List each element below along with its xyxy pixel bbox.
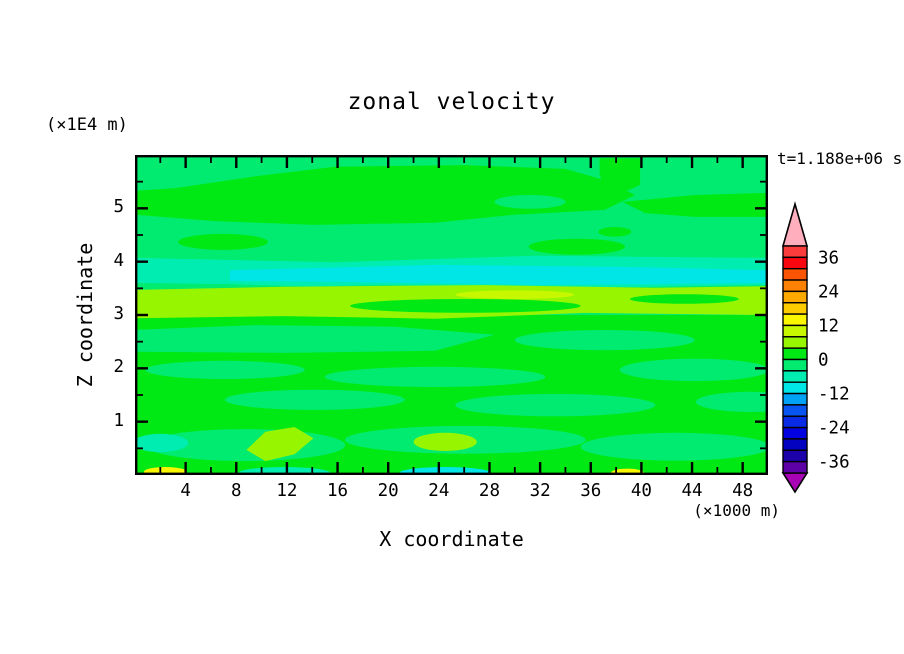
contour-region (528, 238, 625, 255)
colorbar-segment (782, 347, 808, 361)
colorbar-segment (782, 404, 808, 417)
colorbar-tick-label: -12 (818, 385, 850, 405)
contour-region (350, 299, 581, 313)
z-tick-label: 5 (113, 197, 124, 218)
colorbar-tick-label: 24 (818, 282, 839, 302)
contour-region (135, 165, 636, 225)
colorbar-segment (782, 370, 808, 383)
colorbar: 36 24 12 0 -12 -24 -36 (781, 201, 850, 494)
colorbar-segment (782, 460, 808, 474)
colorbar-tick-label: 0 (818, 351, 829, 371)
contour-region (599, 158, 641, 192)
colorbar-segment (782, 449, 808, 463)
colorbar-segment (782, 279, 808, 293)
x-axis-unit-label: (×1000 m) (693, 501, 780, 520)
x-tick-label: 12 (276, 481, 298, 501)
colorbar-segment (782, 415, 808, 429)
colorbar-segment (782, 392, 808, 406)
contour-region (246, 427, 314, 462)
x-tick-label: 40 (630, 481, 652, 501)
x-tick-label: 8 (230, 481, 242, 501)
contour-region (598, 227, 632, 237)
plot-frame (135, 155, 768, 475)
colorbar-segment (782, 267, 808, 281)
z-tick-label: 1 (113, 410, 124, 431)
contour-region (145, 360, 305, 379)
contour-region (455, 290, 575, 299)
contour-region (695, 391, 768, 412)
x-tick-label: 36 (580, 481, 602, 501)
colorbar-segment (782, 313, 808, 327)
contour-region (514, 330, 695, 351)
contour-region (622, 192, 768, 217)
colorbar-segment (782, 290, 808, 304)
time-annotation: t=1.188e+06 s (777, 149, 903, 168)
x-tick-label: 32 (529, 481, 551, 501)
contour-region (324, 366, 546, 387)
x-axis-label: X coordinate (379, 527, 524, 551)
contour-region (135, 325, 495, 353)
colorbar-segment (782, 381, 808, 395)
colorbar-tick-label: 36 (818, 248, 839, 268)
colorbar-segment (782, 426, 808, 440)
colorbar-segment (782, 438, 808, 451)
z-tick-label: 4 (113, 250, 124, 271)
colorbar-segment (782, 302, 808, 315)
x-tick-label: 24 (428, 481, 450, 501)
colorbar-over-arrow (781, 201, 809, 247)
contour-region (455, 393, 656, 417)
z-axis-unit-label: (×1E4 m) (46, 115, 128, 135)
contour-region (630, 294, 739, 304)
colorbar-tick-label: 12 (818, 316, 839, 336)
x-tick-label: 16 (327, 481, 349, 501)
x-tick-label: 44 (681, 481, 703, 501)
colorbar-tick-label: -24 (818, 419, 850, 439)
colorbar-segment (782, 245, 808, 259)
contour-region (135, 433, 189, 453)
x-tick-label: 48 (732, 481, 754, 501)
contour-plot-area (135, 155, 768, 475)
colorbar-segment (782, 256, 808, 270)
x-tick-label: 20 (377, 481, 399, 501)
z-tick-label: 2 (113, 357, 124, 378)
contour-region (230, 264, 768, 286)
contour-region (494, 195, 566, 209)
x-tick-label: 28 (478, 481, 500, 501)
colorbar-segment (782, 324, 808, 338)
contour-region (619, 358, 768, 382)
chart-title: zonal velocity (347, 89, 556, 115)
contour-region (580, 432, 768, 461)
contour-region (413, 432, 477, 451)
contour-region (224, 389, 405, 410)
colorbar-segment (782, 336, 808, 349)
colorbar-under-arrow (781, 472, 809, 494)
x-tick-label: 4 (180, 481, 191, 501)
z-tick-label: 3 (113, 304, 124, 324)
colorbar-segment (782, 358, 808, 372)
colorbar-tick-label: -36 (818, 453, 850, 473)
contour-region (178, 233, 268, 250)
